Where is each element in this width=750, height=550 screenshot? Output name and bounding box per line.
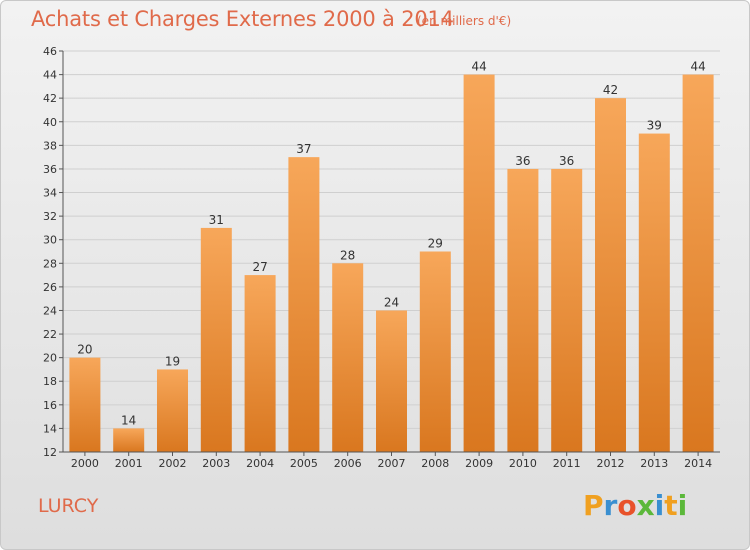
- bar: [595, 98, 626, 453]
- bar-value-label: 36: [559, 154, 574, 168]
- y-tick-label: 12: [43, 446, 57, 459]
- chart-title: Achats et Charges Externes 2000 à 2014: [31, 7, 454, 31]
- bar: [288, 157, 320, 452]
- x-tick-label: 2013: [640, 457, 668, 470]
- y-tick-label: 30: [43, 234, 57, 247]
- x-tick-label: 2012: [597, 457, 625, 470]
- x-tick-label: 2008: [421, 457, 449, 470]
- logo-letter: i: [654, 489, 665, 522]
- bar: [463, 74, 495, 453]
- x-tick-label: 2001: [115, 457, 143, 470]
- logo-letter: r: [603, 489, 618, 522]
- bar-value-label: 20: [77, 343, 92, 357]
- x-tick-label: 2007: [378, 457, 406, 470]
- logo-letter: t: [664, 489, 678, 522]
- proxiti-logo: Proxiti: [583, 489, 687, 522]
- x-tick-label: 2002: [159, 457, 187, 470]
- x-tick-label: 2010: [509, 457, 537, 470]
- y-tick-label: 44: [43, 69, 57, 82]
- bar-value-label: 27: [252, 260, 267, 274]
- bar-value-label: 44: [471, 60, 486, 74]
- bar-value-label: 39: [647, 119, 662, 133]
- x-tick-label: 2009: [465, 457, 493, 470]
- y-tick-label: 26: [43, 281, 57, 294]
- bar: [419, 251, 451, 452]
- bar: [376, 310, 407, 452]
- bar-value-label: 29: [428, 237, 443, 251]
- bar: [551, 168, 583, 453]
- bar: [244, 275, 276, 452]
- y-tick-label: 24: [43, 304, 57, 317]
- y-tick-label: 20: [43, 352, 57, 365]
- bar: [507, 168, 539, 453]
- bar-value-label: 44: [690, 60, 705, 74]
- y-tick-label: 38: [43, 139, 57, 152]
- y-tick-label: 18: [43, 375, 57, 388]
- bar-value-label: 24: [384, 295, 399, 309]
- bar-value-label: 37: [296, 142, 311, 156]
- y-tick-label: 28: [43, 257, 57, 270]
- x-tick-label: 2011: [553, 457, 581, 470]
- chart-unit: (en milliers d'€): [417, 14, 512, 28]
- bar: [157, 369, 188, 452]
- bar-value-label: 42: [603, 83, 618, 97]
- x-tick-label: 2003: [202, 457, 230, 470]
- y-tick-label: 32: [43, 210, 57, 223]
- y-tick-label: 36: [43, 163, 57, 176]
- y-tick-label: 16: [43, 399, 57, 412]
- place-name: LURCY: [38, 495, 99, 517]
- bar: [200, 227, 232, 452]
- y-tick-label: 42: [43, 92, 57, 105]
- bar-value-label: 36: [515, 154, 530, 168]
- logo-letter: x: [636, 489, 655, 522]
- bar-value-label: 14: [121, 413, 136, 427]
- logo-letter: P: [583, 489, 604, 522]
- y-tick-label: 22: [43, 328, 57, 341]
- x-tick-label: 2000: [71, 457, 99, 470]
- x-tick-label: 2014: [684, 457, 712, 470]
- bar: [682, 74, 714, 453]
- y-tick-label: 14: [43, 422, 57, 435]
- x-tick-label: 2006: [334, 457, 362, 470]
- bar-value-label: 19: [165, 354, 180, 368]
- logo-letter: o: [617, 489, 637, 522]
- bar-value-label: 28: [340, 248, 355, 262]
- logo-letter: i: [677, 489, 688, 522]
- y-tick-label: 46: [43, 45, 57, 58]
- y-tick-label: 34: [43, 187, 57, 200]
- bar: [332, 263, 364, 452]
- axes: 12 14 16 18 20 22 24 26 28 30 32 34 36 38 40 42 44 46 2000…: [43, 45, 720, 470]
- bar: [113, 428, 145, 452]
- x-tick-label: 2004: [246, 457, 274, 470]
- bar-value-label: 31: [209, 213, 224, 227]
- x-tick-label: 2005: [290, 457, 318, 470]
- bar: [69, 357, 101, 452]
- bars: 20 14 19 31 27 37 28 24 29 44 36 36 42 39 44: [69, 60, 714, 453]
- y-tick-label: 40: [43, 116, 57, 129]
- bar: [638, 133, 670, 452]
